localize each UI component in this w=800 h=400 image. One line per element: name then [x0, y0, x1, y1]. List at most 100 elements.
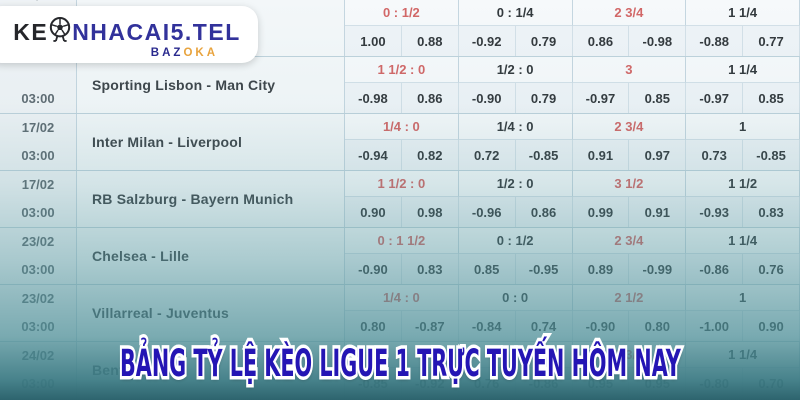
match-name-cell[interactable]: Villarreal - Juventus: [77, 285, 345, 341]
odds-cell[interactable]: -0.95: [515, 254, 573, 284]
handicap-header-total: 2 3/4: [572, 228, 687, 254]
odds-cell[interactable]: -0.96: [458, 197, 516, 227]
odds-cell[interactable]: 0.91: [572, 140, 630, 170]
odds-cell[interactable]: 0.77: [743, 26, 800, 56]
match-time: 03:00: [21, 262, 55, 277]
odds-cell[interactable]: -0.94: [345, 140, 402, 170]
odds-cell[interactable]: -0.90: [458, 83, 516, 113]
odds-cell[interactable]: 0.80: [629, 311, 687, 341]
handicap-header-ah: 0 : 1 1/2: [345, 228, 459, 254]
match-name-cell[interactable]: Chelsea - Lille: [77, 228, 345, 284]
handicap-header-total2: 1: [686, 114, 800, 140]
odds-cell[interactable]: -0.86: [686, 254, 744, 284]
match-date: 24/02: [21, 348, 55, 363]
odds-cell[interactable]: 0.99: [572, 197, 630, 227]
odds-cell[interactable]: -0.97: [686, 83, 744, 113]
odds-cell[interactable]: 0.97: [629, 140, 687, 170]
odds-cell[interactable]: 0.85: [629, 83, 687, 113]
match-date: 23/02: [21, 234, 55, 249]
handicap-header-total2: 1 1/4: [686, 0, 800, 26]
odds-cell[interactable]: 0.80: [345, 311, 402, 341]
odds-cell[interactable]: 0.74: [515, 311, 573, 341]
odds-cell[interactable]: 0.83: [401, 254, 459, 284]
odds-cell[interactable]: 0.79: [515, 26, 573, 56]
odds-cell[interactable]: -0.98: [629, 26, 687, 56]
match-date: 17/02: [21, 177, 55, 192]
odds-cell[interactable]: 0.90: [743, 311, 800, 341]
handicap-header-ah: 1 1/2 : 0: [345, 57, 459, 83]
banner-text: BẢNG TỶ LỆ KÈO LIGUE 1 TRỰC TUYẾN HÔM NA…: [120, 342, 681, 385]
match-name-cell[interactable]: Sporting Lisbon - Man City: [77, 57, 345, 113]
match-name: Sporting Lisbon - Man City: [92, 77, 276, 93]
handicap-header-ah: 1 1/2 : 0: [345, 171, 459, 197]
match-block: 23/02 03:00 Villarreal - Juventus 1/4 : …: [0, 285, 800, 342]
handicap-header-total2: 1 1/4: [686, 57, 800, 83]
odds-cell[interactable]: 0.88: [401, 26, 459, 56]
handicap-header-total2: 1: [686, 285, 800, 311]
odds-cell[interactable]: -0.85: [515, 140, 573, 170]
odds-cell[interactable]: 0.86: [515, 197, 573, 227]
soccer-ball-icon: [49, 16, 71, 49]
match-time: 03:00: [21, 205, 55, 220]
match-name: Inter Milan - Liverpool: [92, 134, 243, 150]
odds-cell[interactable]: 1.00: [345, 26, 402, 56]
odds-cell[interactable]: -1.00: [686, 311, 744, 341]
odds-cell[interactable]: 0.91: [629, 197, 687, 227]
odds-cell[interactable]: 0.73: [686, 140, 744, 170]
odds-cell[interactable]: -0.90: [572, 311, 630, 341]
handicap-header-ah2: 0 : 1/4: [458, 0, 573, 26]
date-cell: 23/02 03:00: [0, 285, 77, 341]
odds-cell[interactable]: -0.98: [345, 83, 402, 113]
odds-cell[interactable]: -0.88: [686, 26, 744, 56]
odds-cell[interactable]: 0.79: [515, 83, 573, 113]
odds-cell[interactable]: 0.83: [743, 197, 800, 227]
date-cell: 17/02 03:00: [0, 114, 77, 170]
match-block: 03:00 Sporting Lisbon - Man City 1 1/2 :…: [0, 57, 800, 114]
match-name: RB Salzburg - Bayern Munich: [92, 191, 294, 207]
match-time: 03:00: [21, 319, 55, 334]
odds-cell[interactable]: 0.89: [572, 254, 630, 284]
match-name-cell[interactable]: RB Salzburg - Bayern Munich: [77, 171, 345, 227]
match-name: Villarreal - Juventus: [92, 305, 230, 321]
odds-cell[interactable]: -0.92: [458, 26, 516, 56]
odds-cell[interactable]: -0.85: [743, 140, 800, 170]
odds-cell[interactable]: 0.82: [401, 140, 459, 170]
odds-cell[interactable]: -0.99: [629, 254, 687, 284]
handicap-header-ah2: 0 : 1/2: [458, 228, 573, 254]
odds-cell[interactable]: -0.93: [686, 197, 744, 227]
odds-cell[interactable]: 0.98: [401, 197, 459, 227]
match-time: 03:00: [21, 376, 55, 391]
logo-subtitle-prefix: BAZ: [150, 47, 184, 59]
match-date: 17/02: [21, 120, 55, 135]
match-name-cell[interactable]: Inter Milan - Liverpool: [77, 114, 345, 170]
odds-cell[interactable]: -0.80: [686, 368, 744, 398]
logo-text-prefix: KE: [13, 19, 49, 45]
odds-cell[interactable]: 0.76: [743, 254, 800, 284]
date-cell: 24/02 03:00: [0, 342, 77, 398]
odds-cell[interactable]: 0.86: [572, 26, 630, 56]
handicap-header-ah2: 0 : 0: [458, 285, 573, 311]
match-date: 23/02: [21, 291, 55, 306]
odds-cell[interactable]: -0.97: [572, 83, 630, 113]
odds-cell[interactable]: 0.90: [345, 197, 402, 227]
match-time: 03:00: [21, 148, 55, 163]
handicap-header-total2: 1 1/4: [686, 228, 800, 254]
odds-cell[interactable]: -0.84: [458, 311, 516, 341]
odds-cell[interactable]: -0.90: [345, 254, 402, 284]
handicap-header-ah: 1/4 : 0: [345, 285, 459, 311]
odds-cell[interactable]: 0.70: [743, 368, 800, 398]
odds-cell[interactable]: 0.85: [458, 254, 516, 284]
site-logo[interactable]: KE NHACAI5.TEL BAZOKA: [0, 6, 258, 63]
odds-cell[interactable]: 0.86: [401, 83, 459, 113]
match-time: 03:00: [21, 91, 55, 106]
handicap-header-total: 2 1/2: [572, 285, 687, 311]
handicap-header-ah2: 1/2 : 0: [458, 171, 573, 197]
odds-cell[interactable]: 0.85: [743, 83, 800, 113]
handicap-header-total2: 1 1/2: [686, 171, 800, 197]
odds-cell[interactable]: -0.87: [401, 311, 459, 341]
handicap-header-total: 3 1/2: [572, 171, 687, 197]
handicap-header-total: 2 3/4: [572, 114, 687, 140]
odds-cell[interactable]: 0.72: [458, 140, 516, 170]
handicap-header-ah2: 1/2 : 0: [458, 57, 573, 83]
